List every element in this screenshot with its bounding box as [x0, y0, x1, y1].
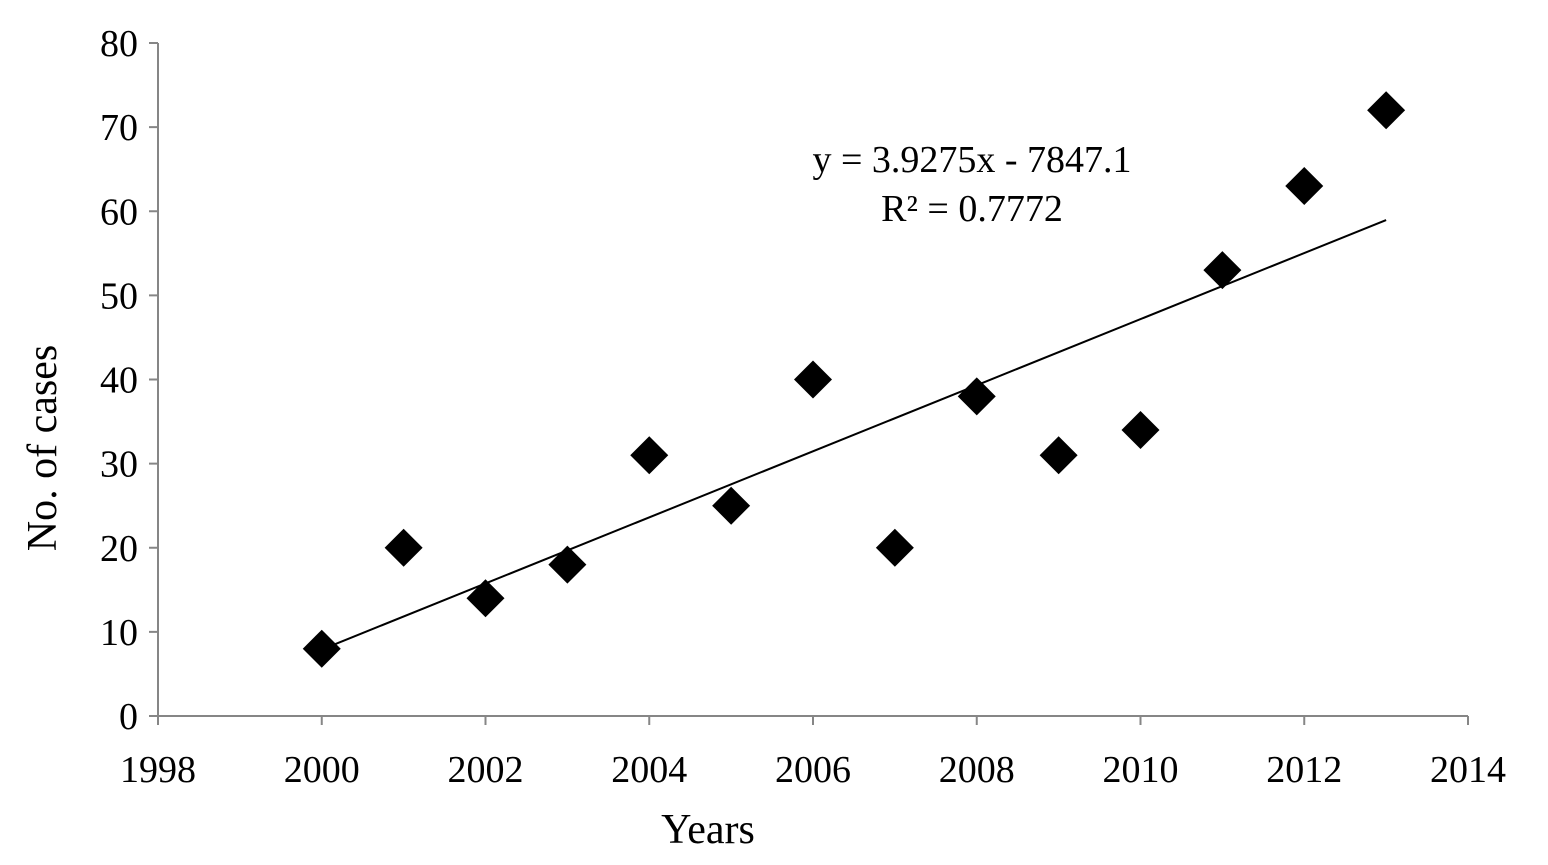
data-point — [794, 360, 832, 399]
y-tick-label: 10 — [100, 612, 138, 654]
x-tick-label: 2008 — [939, 749, 1015, 791]
y-tick-label: 50 — [100, 275, 138, 317]
data-point — [548, 545, 587, 584]
y-tick-label: 40 — [100, 360, 138, 402]
data-point — [712, 486, 751, 525]
data-point — [466, 579, 505, 618]
axis-labels: 0 10 20 30 40 50 60 70 80 1998 2000 2002 2004 2006 200… — [100, 23, 1506, 791]
x-axis-title: Years — [661, 807, 755, 853]
trendline-r-squared: R² = 0.7772 — [881, 188, 1063, 230]
x-tick-label: 2014 — [1430, 749, 1506, 791]
data-point — [1367, 91, 1406, 130]
y-tick-label: 0 — [119, 696, 138, 738]
x-tick-label: 2006 — [775, 749, 851, 791]
data-point — [957, 377, 996, 416]
y-tick-label: 60 — [100, 191, 138, 233]
trendline — [321, 219, 1387, 651]
y-tick-label: 20 — [100, 528, 138, 570]
trendline-equation: y = 3.9275x - 7847.1 — [812, 139, 1131, 181]
data-point — [384, 528, 423, 567]
x-tick-label: 2012 — [1266, 749, 1342, 791]
y-tick-label: 70 — [100, 107, 138, 149]
x-tick-label: 2010 — [1103, 749, 1179, 791]
x-tick-label: 2004 — [611, 749, 687, 791]
x-tick-label: 2002 — [448, 749, 524, 791]
data-point — [302, 629, 341, 668]
data-point — [1285, 167, 1324, 206]
data-points — [302, 91, 1406, 668]
data-point — [1039, 436, 1078, 475]
data-point — [630, 436, 669, 475]
data-point — [1121, 410, 1160, 449]
x-tick-label: 1998 — [120, 749, 196, 791]
trendline-layer — [321, 219, 1387, 651]
data-point — [1203, 251, 1242, 290]
x-tick-label: 2000 — [284, 749, 360, 791]
y-tick-label: 80 — [100, 23, 138, 65]
axes — [149, 42, 1469, 725]
y-axis-title: No. of cases — [20, 345, 66, 551]
y-tick-label: 30 — [100, 444, 138, 486]
data-point — [875, 528, 914, 567]
